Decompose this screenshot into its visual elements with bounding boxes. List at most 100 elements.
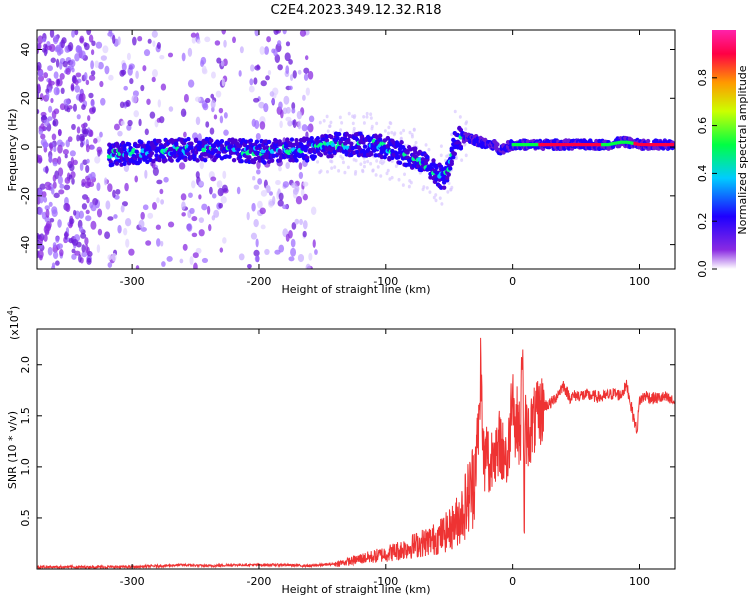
- spectrogram-speckle: [41, 115, 48, 121]
- spectrogram-speckle: [79, 141, 84, 148]
- spectrogram-speckle: [302, 220, 308, 230]
- spectrogram-ridge-core: [593, 143, 597, 147]
- spectrogram-ridge-core: [568, 143, 572, 147]
- spectrogram-speckle: [51, 133, 57, 141]
- spectrogram-speckle: [69, 150, 76, 157]
- spectrogram-ridge-cell: [365, 148, 371, 153]
- spectrogram-speckle: [292, 119, 297, 128]
- spectrogram-speckle: [305, 263, 311, 269]
- snr-y-tick-label: 2.0: [19, 356, 32, 374]
- spectrogram-speckle: [394, 164, 398, 168]
- spectrogram-speckle: [299, 30, 307, 37]
- spectrogram-ridge-cell: [231, 157, 237, 163]
- spectrogram-ridge-core: [604, 143, 608, 147]
- spectrogram-ridge: [106, 125, 675, 190]
- spectrogram-speckle: [361, 168, 365, 173]
- spectrogram-ridge-core: [587, 143, 591, 147]
- spectrogram-ridge-core: [631, 141, 635, 145]
- spectrogram-speckle: [96, 146, 103, 154]
- spectrogram-speckle: [56, 79, 61, 85]
- spectrogram-ridge-cell: [368, 151, 374, 157]
- spectrogram-speckle: [428, 190, 432, 194]
- spectrogram-ridge-core: [623, 140, 627, 144]
- spectrogram-ridge-core: [576, 143, 579, 147]
- spectrogram-speckle: [409, 180, 413, 185]
- spectrogram-speckle: [196, 39, 201, 44]
- spectrogram-speckle: [403, 172, 407, 177]
- spectrogram-ridge-peak: [330, 142, 336, 147]
- spectrogram-speckle: [88, 74, 96, 81]
- spectrogram-ridge-cell: [378, 137, 383, 142]
- spectrogram-speckle: [282, 30, 287, 35]
- spectrogram-speckle: [138, 118, 142, 127]
- spectrogram-ridge-peak: [201, 147, 207, 153]
- spectrogram-speckle: [205, 121, 210, 128]
- spectrogram-ridge-cell: [495, 142, 500, 147]
- spectrogram-ridge-core: [532, 143, 536, 147]
- spectrogram-speckle: [275, 180, 281, 186]
- spectrogram-speckle: [123, 85, 128, 91]
- spectrogram-speckle: [45, 185, 52, 191]
- spectrogram-speckle: [250, 64, 255, 72]
- spectrogram-ridge-cell: [110, 162, 115, 167]
- spectrogram-speckle: [86, 196, 90, 204]
- spectrogram-speckle: [290, 238, 296, 248]
- spectrogram-speckle: [48, 80, 55, 86]
- spectrogram-ridge-cell: [209, 138, 214, 143]
- spectrogram-speckle: [200, 56, 207, 65]
- snr-multiplier-base: (x10: [8, 315, 21, 340]
- spectrogram-speckle: [111, 252, 117, 262]
- spectrogram-speckle: [53, 86, 60, 96]
- snr-y-tick-label: 1.0: [19, 458, 32, 476]
- spectrogram-speckle: [399, 131, 403, 135]
- spectrogram-ridge-core: [589, 143, 593, 147]
- spectrogram-ridge-cell: [405, 150, 410, 155]
- snr-y-tick-label: 1.5: [19, 407, 32, 425]
- spectrogram-speckle: [50, 187, 55, 195]
- spectrogram-speckle: [156, 197, 160, 204]
- spectrogram-speckle: [39, 183, 46, 190]
- spectrogram-speckle: [100, 55, 108, 61]
- spectrogram-speckle: [267, 69, 272, 76]
- spectrogram-speckle: [124, 217, 132, 227]
- spectrogram-speckle: [191, 216, 198, 222]
- spectrogram-speckle: [178, 162, 186, 170]
- spectrogram-speckle: [90, 145, 95, 150]
- spectrogram-speckle: [254, 255, 260, 263]
- spectrogram-speckle: [79, 89, 84, 95]
- spectrogram-ridge-cell: [382, 155, 387, 160]
- spectrogram-ridge-cell: [169, 158, 174, 163]
- spectrogram-ridge-core: [566, 143, 570, 147]
- spectrogram-speckle: [53, 146, 57, 153]
- spectrogram-speckle: [270, 99, 275, 104]
- spectrogram-speckle: [59, 249, 64, 257]
- spectrogram-ridge-core: [663, 143, 667, 147]
- snr-x-ticks: -300 -200 -100 0 100: [120, 329, 650, 588]
- spectrogram-speckle: [303, 67, 310, 74]
- spectrogram-ridge-core: [513, 143, 517, 147]
- spectrogram-ridge-core: [538, 143, 541, 147]
- spectrogram-speckle: [450, 132, 454, 137]
- spectrogram-speckle: [369, 112, 373, 117]
- spectrogram-speckle: [91, 40, 96, 47]
- spectrogram-ridge-cell: [359, 135, 365, 140]
- spectrogram-speckle: [287, 120, 293, 127]
- spectrogram-speckle: [352, 126, 356, 131]
- spectrogram-speckle: [239, 46, 244, 54]
- spectrogram-speckle: [268, 191, 273, 196]
- spectrogram-ridge-core: [620, 140, 623, 144]
- spectrogram-speckle: [52, 251, 59, 260]
- spectrogram-speckle: [119, 101, 125, 109]
- spectrogram-speckle: [188, 192, 193, 198]
- spectrogram-ridge-core: [549, 143, 553, 147]
- spectrogram-ridge-core: [644, 143, 648, 147]
- spectrogram-speckle: [86, 257, 92, 265]
- spectrogram-speckle: [388, 177, 392, 181]
- spectrogram-speckle: [43, 72, 49, 79]
- spectrogram-speckle: [246, 211, 250, 221]
- spectrogram-speckle: [304, 55, 309, 61]
- spectrogram-speckle: [319, 169, 323, 173]
- spectrogram-speckle: [369, 116, 373, 120]
- spectrogram-speckle: [266, 36, 271, 43]
- spectrogram-speckle: [390, 159, 394, 163]
